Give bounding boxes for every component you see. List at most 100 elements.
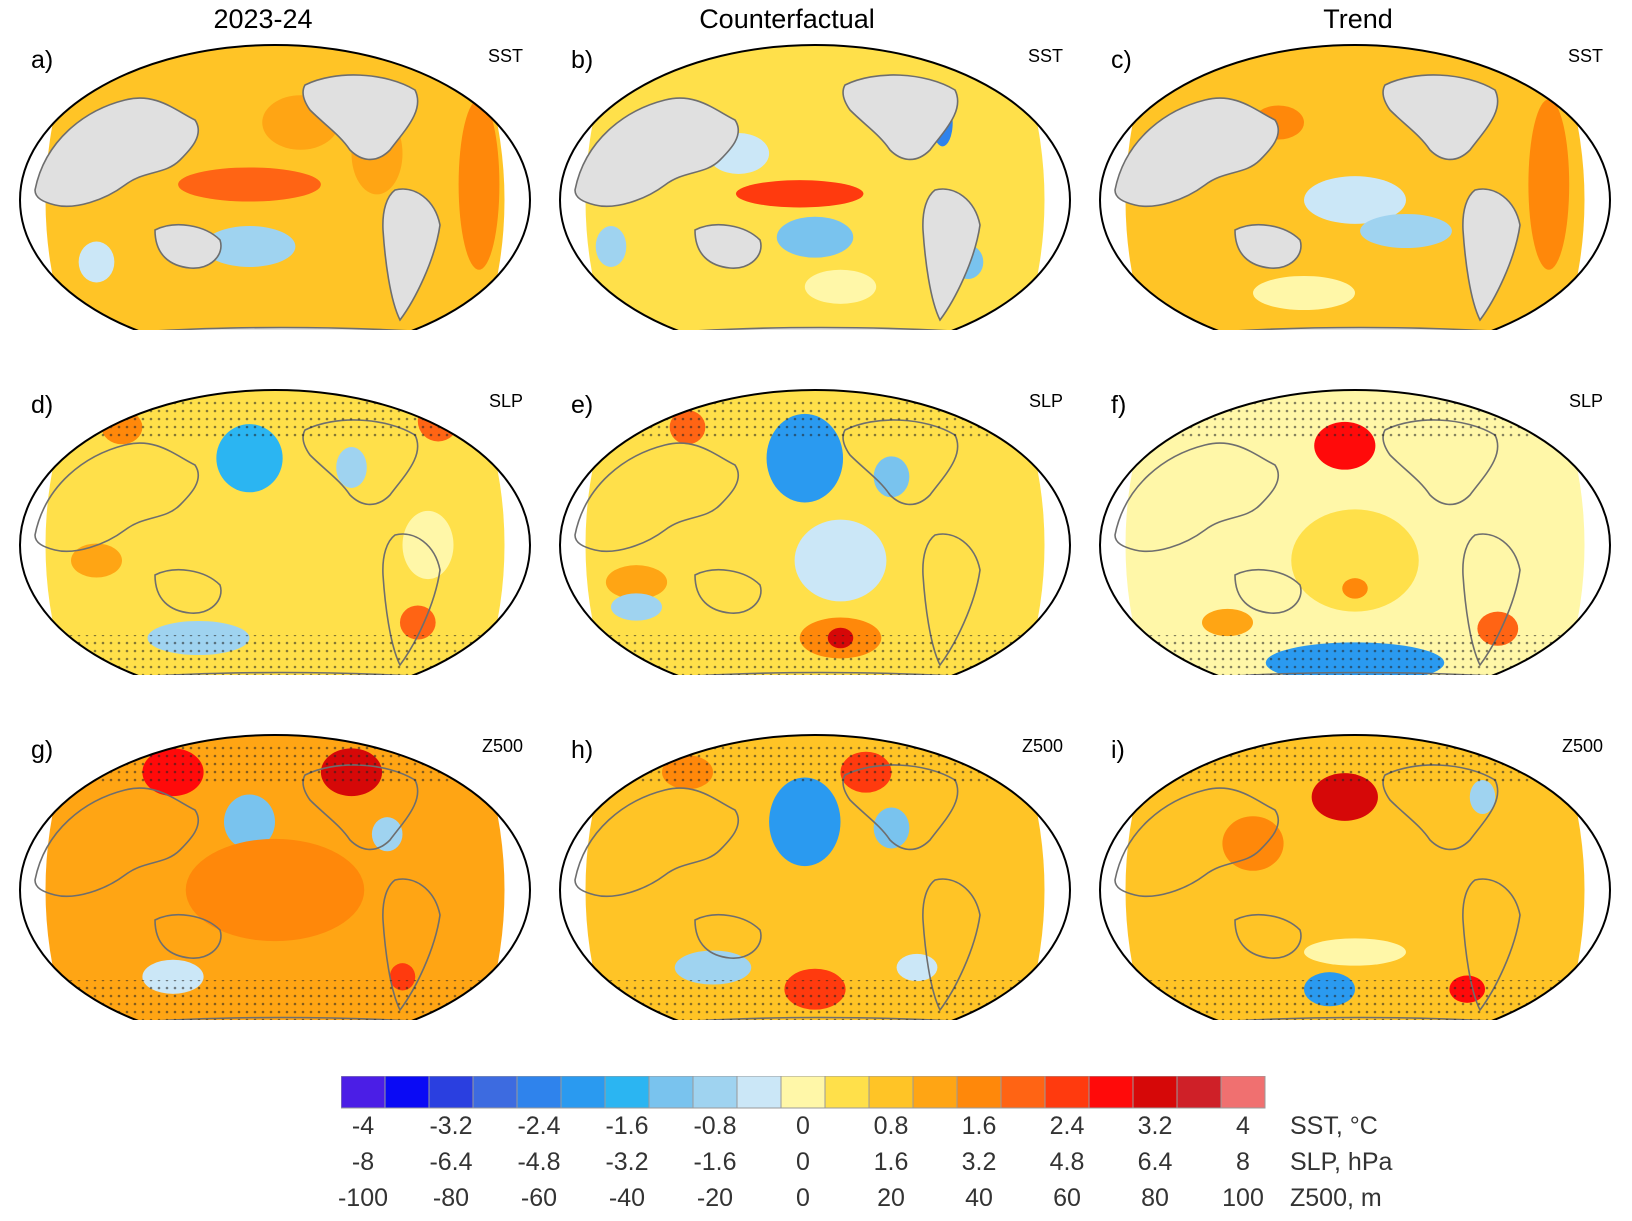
colorbar-tick-1-5: 0 <box>796 1148 810 1176</box>
anomaly-blob-a-4 <box>203 226 296 267</box>
anomaly-field-b <box>574 45 1045 330</box>
map-svg-f <box>1099 389 1611 675</box>
anomaly-blob-i-1 <box>1311 773 1378 821</box>
coastline-c-3 <box>1462 188 1521 322</box>
coastline-a-2 <box>302 74 419 161</box>
coastline-g-1 <box>154 914 222 959</box>
colorbar <box>341 1076 1266 1109</box>
panel-label-h: h) <box>571 736 594 764</box>
map-svg-c <box>1099 44 1611 330</box>
colorbar-tick-2-7: 40 <box>965 1184 993 1212</box>
colorbar-swatch-9 <box>736 1076 782 1109</box>
panel-label-f: f) <box>1111 391 1127 419</box>
colorbar-tick-2-1: -80 <box>432 1184 470 1212</box>
anomaly-blob-b-1 <box>735 180 864 208</box>
map-panel-c: c) SST <box>1085 0 1625 330</box>
coastline-c-1 <box>1234 224 1302 269</box>
colorbar-tick-2-0: -100 <box>337 1184 389 1212</box>
anomaly-blob-i-0 <box>1125 735 1585 1020</box>
anomaly-field-d <box>25 390 525 675</box>
colorbar-swatch-3 <box>472 1076 518 1109</box>
coastline-d-0 <box>34 442 200 553</box>
colorbar-tick-2-9: 80 <box>1141 1184 1169 1212</box>
map-svg-d <box>19 389 531 675</box>
coastline-h-1 <box>694 914 762 959</box>
stipple-south-f <box>1105 635 1605 675</box>
column-title-trend: Trend <box>1323 4 1393 34</box>
variable-label-g: Z500 <box>481 736 523 756</box>
panel-label-d: d) <box>31 391 54 419</box>
panel-label-g: g) <box>31 736 54 764</box>
coastline-b-2 <box>842 74 959 161</box>
map-panel-i: i) Z500 <box>1085 690 1625 1020</box>
colorbar-swatch-16 <box>1044 1076 1090 1109</box>
map-outline-d <box>19 389 531 675</box>
colorbar-tick-2-10: 100 <box>1222 1184 1264 1212</box>
stipple-north-h <box>565 745 1065 785</box>
colorbar-swatch-15 <box>1000 1076 1046 1109</box>
colorbar-tick-1-6: 1.6 <box>873 1148 909 1176</box>
stipple-south-i <box>1105 980 1605 1020</box>
stipple-north-i <box>1105 745 1605 785</box>
colorbar-tick-2-4: -20 <box>696 1184 734 1212</box>
anomaly-blob-b-7 <box>804 269 877 304</box>
coastline-b-4 <box>644 326 1006 330</box>
coastline-a-0 <box>34 97 200 208</box>
map-outline-a <box>19 44 531 330</box>
colorbar-tick-0-6: 0.8 <box>873 1112 909 1140</box>
colorbar-row-name-2: Z500, m <box>1290 1184 1382 1212</box>
coastline-h-0 <box>574 787 740 898</box>
map-svg-g <box>19 734 531 1020</box>
map-panel-e: e) SLP <box>545 345 1085 675</box>
coastline-i-1 <box>1234 914 1302 959</box>
colorbar-tick-0-2: -2.4 <box>517 1112 561 1140</box>
coastline-f-0 <box>1114 442 1280 553</box>
colorbar-tick-1-0: -8 <box>351 1148 375 1176</box>
colorbar-swatch-0 <box>341 1076 386 1109</box>
coastline-e-1 <box>694 569 762 614</box>
anomaly-blob-d-2 <box>216 424 283 493</box>
anomaly-field-g <box>25 735 525 1020</box>
coastline-g-0 <box>34 787 200 898</box>
colorbar-swatch-1 <box>384 1076 430 1109</box>
anomaly-blob-d-0 <box>45 390 505 675</box>
map-panel-g: g) Z500 <box>5 690 545 1020</box>
coastline-c-2 <box>1382 74 1499 161</box>
stipple-south-d <box>25 635 525 675</box>
map-outline-i <box>1099 734 1611 1020</box>
panel-label-b: b) <box>571 46 594 74</box>
colorbar-swatch-4 <box>516 1076 562 1109</box>
coastline-i-0 <box>1114 787 1280 898</box>
colorbar-swatch-14 <box>956 1076 1002 1109</box>
anomaly-blob-h-7 <box>674 950 752 985</box>
map-svg-b <box>559 44 1071 330</box>
colorbar-row-name-0: SST, °C <box>1290 1112 1378 1140</box>
variable-label-c: SST <box>1567 46 1603 66</box>
anomaly-blob-g-2 <box>224 794 275 850</box>
colorbar-swatch-6 <box>604 1076 650 1109</box>
variable-label-h: Z500 <box>1021 736 1063 756</box>
variable-label-i: Z500 <box>1561 736 1603 756</box>
column-title-counterfactual: Counterfactual <box>699 4 875 34</box>
map-outline-f <box>1099 389 1611 675</box>
map-outline-c <box>1099 44 1611 330</box>
stipple-north-g <box>25 745 525 785</box>
coastline-c-4 <box>1184 326 1546 330</box>
anomaly-blob-c-1 <box>1304 176 1406 224</box>
colorbar-tick-1-3: -3.2 <box>605 1148 649 1176</box>
anomaly-blob-f-7 <box>1342 578 1368 599</box>
colorbar-swatch-18 <box>1132 1076 1178 1109</box>
anomaly-blob-b-4 <box>595 226 627 267</box>
coastline-a-1 <box>154 224 222 269</box>
colorbar-tick-0-8: 2.4 <box>1049 1112 1085 1140</box>
variable-label-b: SST <box>1027 46 1063 66</box>
colorbar-tick-1-10: 8 <box>1236 1148 1250 1176</box>
anomaly-blob-a-5 <box>78 241 115 283</box>
variable-label-d: SLP <box>488 391 523 411</box>
anomaly-blob-i-2 <box>1469 779 1496 815</box>
colorbar-tick-0-0: -4 <box>351 1112 375 1140</box>
colorbar-tick-1-2: -4.8 <box>517 1148 561 1176</box>
stipple-north-d <box>25 400 525 440</box>
anomaly-blob-c-4 <box>1528 99 1570 270</box>
stipple-north-e <box>565 400 1065 440</box>
